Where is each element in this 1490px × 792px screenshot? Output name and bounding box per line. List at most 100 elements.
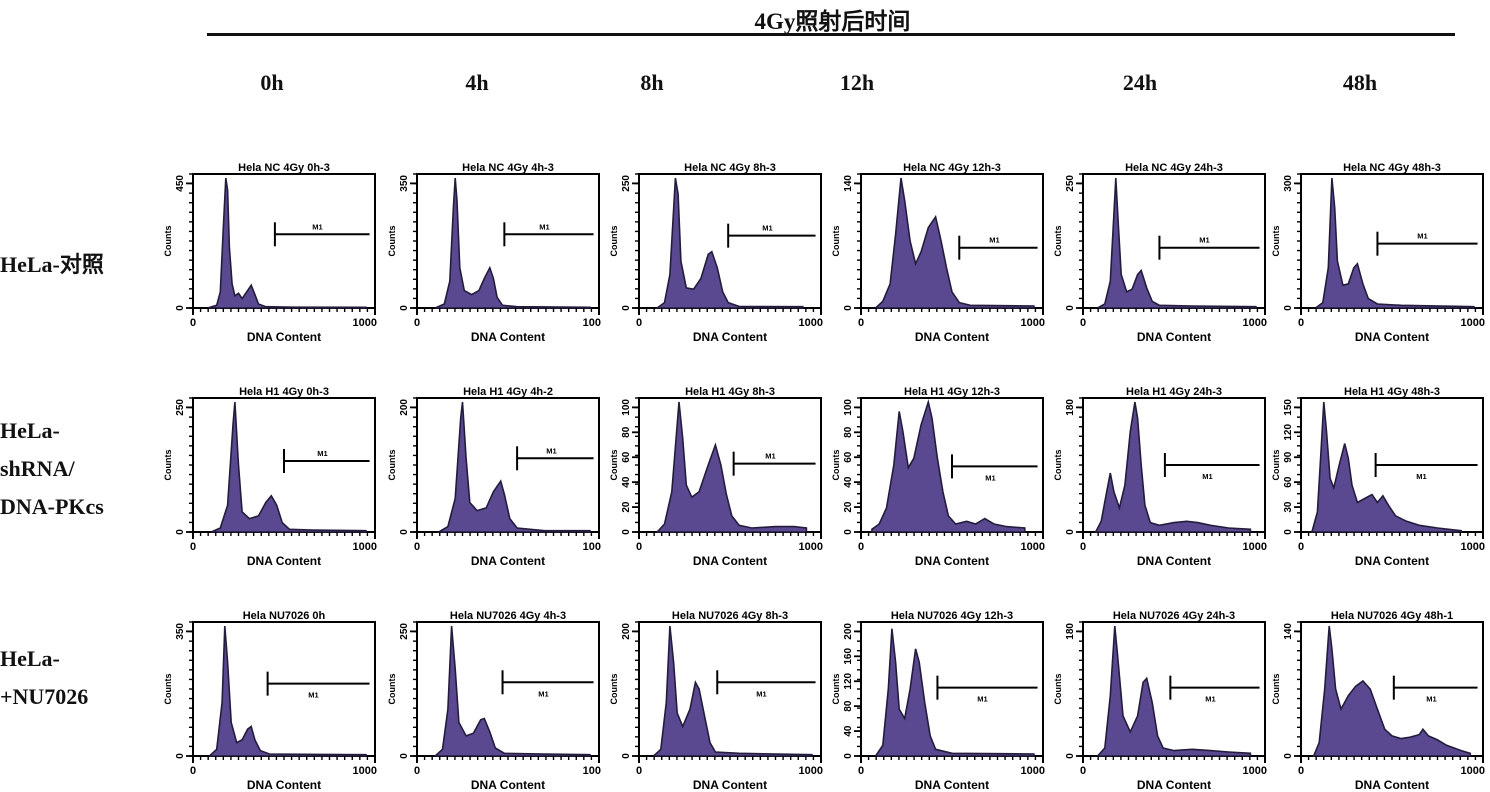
histogram-svg: Hela H1 4Gy 12h-3 0 20 40 60 80 100 Counts 0 1000… bbox=[831, 386, 1045, 568]
svg-text:Counts: Counts bbox=[831, 450, 841, 481]
flow-histogram-plot: Hela NU7026 4Gy 8h-3 0 200 Counts 0 1000 DNA C… bbox=[609, 608, 828, 792]
svg-text:Hela NC 4Gy 8h-3: Hela NC 4Gy 8h-3 bbox=[684, 162, 776, 174]
svg-text:Counts: Counts bbox=[1053, 674, 1063, 705]
svg-text:DNA Content: DNA Content bbox=[1137, 330, 1211, 344]
histogram-svg: Hela NC 4Gy 4h-3 0 350 Counts 0 100 DNA Conten… bbox=[387, 162, 601, 344]
svg-text:140: 140 bbox=[843, 175, 854, 192]
svg-text:250: 250 bbox=[1065, 175, 1076, 192]
figure-title: 4Gy照射后时间 bbox=[754, 9, 911, 34]
svg-text:0: 0 bbox=[1283, 753, 1294, 759]
svg-text:100: 100 bbox=[843, 399, 854, 416]
histogram-svg: Hela NC 4Gy 8h-3 0 250 Counts 0 1000 DNA Conte… bbox=[609, 162, 823, 344]
svg-text:Hela NC 4Gy 4h-3: Hela NC 4Gy 4h-3 bbox=[462, 162, 554, 174]
column-header-0h: 0h bbox=[260, 70, 284, 95]
histogram-svg: Hela NU7026 4Gy 48h-1 0 140 Counts 0 1000 DNA … bbox=[1271, 610, 1485, 792]
svg-text:140: 140 bbox=[1283, 623, 1294, 640]
svg-text:M1: M1 bbox=[985, 473, 995, 482]
svg-text:0: 0 bbox=[621, 529, 632, 535]
svg-text:0: 0 bbox=[621, 305, 632, 311]
flow-histogram-plot: Hela H1 4Gy 0h-3 0 250 Counts 0 1000 DNA Conte… bbox=[163, 384, 382, 568]
svg-text:0: 0 bbox=[414, 765, 420, 777]
svg-text:M1: M1 bbox=[546, 446, 556, 455]
svg-text:1000: 1000 bbox=[799, 541, 823, 553]
svg-text:M1: M1 bbox=[1426, 695, 1436, 704]
svg-text:Counts: Counts bbox=[609, 450, 619, 481]
svg-text:DNA Content: DNA Content bbox=[915, 554, 989, 568]
histogram-svg: Hela NC 4Gy 24h-3 0 250 Counts 0 1000 DNA Cont… bbox=[1053, 162, 1267, 344]
svg-text:0: 0 bbox=[1065, 529, 1076, 535]
svg-text:DNA Content: DNA Content bbox=[247, 554, 321, 568]
flow-histogram-plot: Hela H1 4Gy 48h-3 0 30 60 90 120 150 Counts 0 100… bbox=[1271, 384, 1490, 568]
svg-text:Counts: Counts bbox=[1271, 674, 1281, 705]
svg-text:0: 0 bbox=[636, 317, 642, 329]
column-header-48h: 48h bbox=[1342, 70, 1378, 95]
svg-text:0: 0 bbox=[1080, 317, 1086, 329]
svg-text:DNA Content: DNA Content bbox=[1137, 778, 1211, 792]
svg-text:DNA Content: DNA Content bbox=[1137, 554, 1211, 568]
flow-histogram-plot: Hela H1 4Gy 12h-3 0 20 40 60 80 100 Counts 0 1000… bbox=[831, 384, 1050, 568]
svg-text:1000: 1000 bbox=[353, 317, 377, 329]
svg-text:M1: M1 bbox=[312, 222, 322, 231]
svg-text:0: 0 bbox=[1065, 753, 1076, 759]
histogram-svg: Hela H1 4Gy 24h-3 0 180 Counts 0 1000 DNA Cont… bbox=[1053, 386, 1267, 568]
flow-histogram-plot: Hela NC 4Gy 4h-3 0 350 Counts 0 100 DNA Conten… bbox=[387, 160, 606, 344]
histogram-svg: Hela NU7026 4Gy 8h-3 0 200 Counts 0 1000 DNA C… bbox=[609, 610, 823, 792]
svg-text:Hela H1 4Gy 12h-3: Hela H1 4Gy 12h-3 bbox=[904, 386, 1000, 398]
svg-text:M1: M1 bbox=[1417, 232, 1427, 241]
svg-text:DNA Content: DNA Content bbox=[693, 778, 767, 792]
histogram-svg: Hela NU7026 4Gy 24h-3 0 180 Counts 0 1000 DNA … bbox=[1053, 610, 1267, 792]
svg-text:1000: 1000 bbox=[1243, 541, 1267, 553]
svg-text:0: 0 bbox=[843, 529, 854, 535]
svg-text:0: 0 bbox=[1298, 765, 1304, 777]
svg-text:100: 100 bbox=[583, 317, 601, 329]
svg-text:Hela H1 4Gy 48h-3: Hela H1 4Gy 48h-3 bbox=[1344, 386, 1440, 398]
svg-text:Counts: Counts bbox=[1271, 226, 1281, 257]
svg-text:80: 80 bbox=[843, 700, 854, 712]
histogram-svg: Hela NC 4Gy 0h-3 0 450 Counts 0 1000 DNA Conte… bbox=[163, 162, 377, 344]
svg-text:M1: M1 bbox=[989, 236, 999, 245]
svg-text:40: 40 bbox=[843, 476, 854, 488]
flow-histogram-plot: Hela NC 4Gy 24h-3 0 250 Counts 0 1000 DNA Cont… bbox=[1053, 160, 1272, 344]
svg-text:40: 40 bbox=[843, 725, 854, 737]
svg-text:0: 0 bbox=[1298, 317, 1304, 329]
svg-text:0: 0 bbox=[621, 753, 632, 759]
svg-text:Hela NU7026 4Gy 12h-3: Hela NU7026 4Gy 12h-3 bbox=[891, 610, 1013, 622]
svg-text:Counts: Counts bbox=[163, 226, 173, 257]
svg-text:120: 120 bbox=[843, 672, 854, 689]
svg-text:M1: M1 bbox=[1202, 472, 1212, 481]
svg-text:1000: 1000 bbox=[1461, 317, 1485, 329]
svg-text:200: 200 bbox=[843, 623, 854, 640]
flow-histogram-plot: Hela H1 4Gy 4h-2 0 200 Counts 0 100 DNA Conten… bbox=[387, 384, 606, 568]
column-header-4h: 4h bbox=[465, 70, 489, 95]
svg-text:180: 180 bbox=[1065, 399, 1076, 416]
svg-text:1000: 1000 bbox=[1461, 541, 1485, 553]
svg-text:100: 100 bbox=[583, 765, 601, 777]
svg-text:Hela NC 4Gy 24h-3: Hela NC 4Gy 24h-3 bbox=[1125, 162, 1223, 174]
svg-text:M1: M1 bbox=[308, 691, 318, 700]
svg-text:DNA Content: DNA Content bbox=[1355, 330, 1429, 344]
histogram-svg: Hela H1 4Gy 4h-2 0 200 Counts 0 100 DNA Conten… bbox=[387, 386, 601, 568]
svg-text:0: 0 bbox=[636, 541, 642, 553]
flow-histogram-plot: Hela NC 4Gy 8h-3 0 250 Counts 0 1000 DNA Conte… bbox=[609, 160, 828, 344]
histogram-svg: Hela NC 4Gy 48h-3 0 300 Counts 0 1000 DNA Cont… bbox=[1271, 162, 1485, 344]
svg-text:1000: 1000 bbox=[799, 765, 823, 777]
title-underline bbox=[207, 33, 1455, 36]
svg-text:Hela NU7026 4Gy 8h-3: Hela NU7026 4Gy 8h-3 bbox=[672, 610, 788, 622]
svg-text:Counts: Counts bbox=[387, 674, 397, 705]
svg-text:M1: M1 bbox=[317, 449, 327, 458]
svg-text:100: 100 bbox=[621, 399, 632, 416]
svg-text:Counts: Counts bbox=[163, 674, 173, 705]
flow-histogram-plot: Hela H1 4Gy 8h-3 0 20 40 60 80 100 Counts 0 1000 D… bbox=[609, 384, 828, 568]
svg-text:0: 0 bbox=[190, 765, 196, 777]
histogram-svg: Hela H1 4Gy 8h-3 0 20 40 60 80 100 Counts 0 1000 D… bbox=[609, 386, 823, 568]
svg-text:Hela NC 4Gy 0h-3: Hela NC 4Gy 0h-3 bbox=[238, 162, 330, 174]
row-label-0: HeLa-对照 bbox=[0, 252, 104, 277]
svg-text:100: 100 bbox=[583, 541, 601, 553]
svg-text:0: 0 bbox=[399, 753, 410, 759]
svg-text:Hela H1 4Gy 0h-3: Hela H1 4Gy 0h-3 bbox=[239, 386, 329, 398]
flow-histogram-plot: Hela H1 4Gy 24h-3 0 180 Counts 0 1000 DNA Cont… bbox=[1053, 384, 1272, 568]
svg-text:0: 0 bbox=[1283, 529, 1294, 535]
svg-text:Hela NC 4Gy 12h-3: Hela NC 4Gy 12h-3 bbox=[903, 162, 1001, 174]
svg-text:0: 0 bbox=[175, 305, 186, 311]
